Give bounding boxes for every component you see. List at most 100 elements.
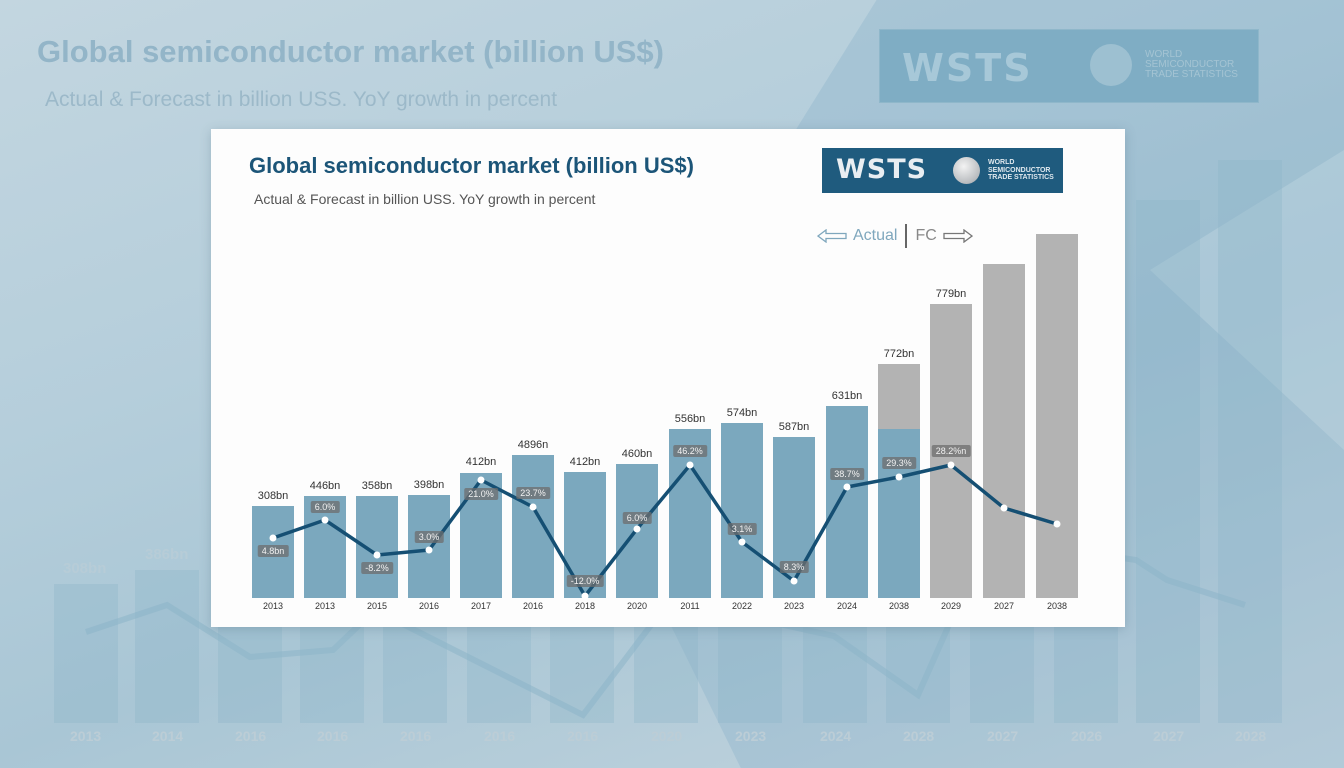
bar-2038b [1036,234,1078,598]
value-label: 412bn [465,456,497,468]
bg-year-label: 2027 [1153,728,1185,744]
logo-text: WORLD SEMICONDUCTOR TRADE STATISTICS [988,159,1054,181]
value-label: 398bn [413,479,445,491]
bar-2038-forecast-part [878,364,920,430]
value-label: 631bn [831,390,863,402]
actual-forecast-legend: Actual FC [817,223,973,249]
value-label: 460bn [621,448,653,460]
growth-label: -12.0% [566,575,604,587]
bg-globe-icon [1090,44,1132,86]
x-tick-label: 2020 [626,601,648,611]
bg-year-label: 2024 [820,728,852,744]
growth-label: 6.0% [622,512,652,524]
value-label: 308bn [257,490,289,502]
bg-year-label: 2027 [987,728,1019,744]
x-tick-label: 2038 [1046,601,1068,611]
bg-year-label: 2016 [235,728,267,744]
bar-2027 [983,264,1025,598]
growth-label: 46.2% [673,445,707,457]
arrow-right-icon [943,229,973,243]
bg-year-label: 2028 [903,728,935,744]
bg-bar [54,584,118,723]
bg-bar [970,627,1034,723]
bg-year-label: 2020 [651,728,683,744]
value-label: 412bn [569,456,601,468]
bg-year-label: 2013 [70,728,102,744]
legend-divider [905,224,908,248]
bar-2024 [826,406,868,598]
bg-bar [383,627,447,723]
x-tick-label: 2016 [522,601,544,611]
bg-decor-shape [1150,150,1344,450]
bg-value-label: 308bn [63,560,107,577]
wsts-logo: WSTS WORLD SEMICONDUCTOR TRADE STATISTIC… [822,148,1063,193]
x-tick-label: 2017 [470,601,492,611]
legend-actual-label: Actual [853,227,898,244]
bg-year-label: 2023 [735,728,767,744]
globe-icon [953,157,980,184]
x-tick-label: 2013 [262,601,284,611]
bar-2011 [669,429,711,598]
chart-title: Global semiconductor market (billion US$… [249,153,694,178]
x-tick-label: 2015 [366,601,388,611]
growth-label: 28.2%n [931,445,971,457]
chart-subtitle: Actual & Forecast in billion USS. YoY gr… [254,191,596,207]
bg-year-label: 2016 [400,728,432,744]
growth-label: 29.3% [882,457,916,469]
bg-bar [634,627,698,723]
value-label: 358bn [361,480,393,492]
bg-logo: WSTS WORLD SEMICONDUCTOR TRADE STATISTIC… [879,29,1259,103]
value-label: 772bn [883,348,915,360]
growth-label: 8.3% [779,561,809,573]
growth-label: -8.2% [361,562,393,574]
bg-value-label: 386bn [145,546,189,563]
value-label: 587bn [778,421,810,433]
bg-year-label: 2026 [1071,728,1103,744]
bg-bar [135,570,199,723]
bg-year-label: 2028 [1235,728,1267,744]
bg-year-label: 2014 [152,728,184,744]
growth-label: 38.7% [830,468,864,480]
value-label: 574bn [726,407,758,419]
bg-year-label: 2016 [317,728,349,744]
bg-bar [467,627,531,723]
bg-year-label: 2016 [567,728,599,744]
bar-2022 [721,423,763,598]
bg-bar [803,627,867,723]
growth-line [269,461,1061,600]
x-tick-label: 2027 [993,601,1015,611]
bg-bar [1136,200,1200,723]
x-tick-label: 2011 [680,601,700,611]
x-tick-label: 2013 [314,601,336,611]
chart-card: Global semiconductor market (billion US$… [211,129,1125,627]
growth-label: 3.1% [727,523,757,535]
x-tick-label: 2024 [836,601,858,611]
bg-bar [550,627,614,723]
bg-logo-text: WORLD SEMICONDUCTOR TRADE STATISTICS [1145,49,1238,80]
bg-bar [718,627,782,723]
bg-title: Global semiconductor market (billion US$… [37,34,664,69]
x-tick-label: 2029 [940,601,962,611]
value-label: 556bn [674,413,706,425]
logo-mark: WSTS [836,154,928,185]
x-tick-label: 2018 [574,601,596,611]
growth-label: 4.8bn [257,545,289,557]
value-label: 779bn [935,288,967,300]
bg-year-label: 2016 [484,728,516,744]
bg-bar [1218,160,1282,723]
bg-logo-mark: WSTS [902,46,1033,90]
bar-2016b [512,455,554,598]
arrow-left-icon [817,229,847,243]
value-label: 4896n [517,439,549,451]
x-tick-label: 2022 [731,601,753,611]
bg-bar [886,627,950,723]
legend-forecast-label: FC [915,227,937,244]
bg-bar [1054,627,1118,723]
bg-subtitle: Actual & Forecast in billion USS. YoY gr… [45,88,558,111]
bg-bar [218,627,282,723]
x-tick-label: 2023 [783,601,805,611]
growth-label: 6.0% [310,501,340,513]
value-label: 446bn [309,480,341,492]
bar-2013b [304,496,346,598]
x-tick-label: 2038 [888,601,910,611]
